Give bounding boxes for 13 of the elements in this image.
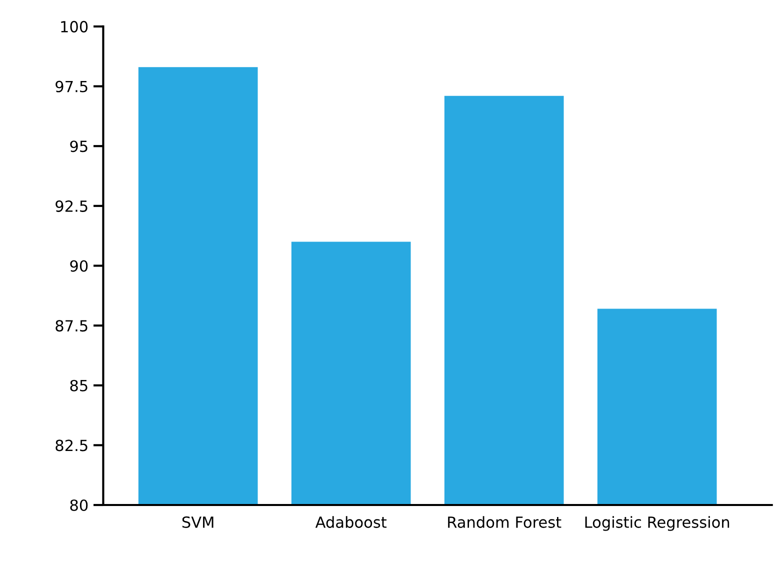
x-tick-label: Adaboost [315,516,387,528]
x-tick-label: SVM [182,516,214,528]
x-tick-label: Logistic Regression [585,516,730,531]
y-tick-label: 95 [70,140,88,152]
y-tick-label: 80 [70,499,88,512]
x-tick-label: Random Forest [448,516,562,528]
y-tick-label: 85 [70,380,88,392]
y-tick-label: 87.5 [56,320,88,332]
y-tick-label: 97.5 [56,80,88,92]
y-tick-label: 100 [61,20,88,32]
y-tick-label: 92.5 [56,200,88,212]
y-tick-label: 90 [70,260,88,272]
y-tick-label: 82.5 [56,440,88,452]
